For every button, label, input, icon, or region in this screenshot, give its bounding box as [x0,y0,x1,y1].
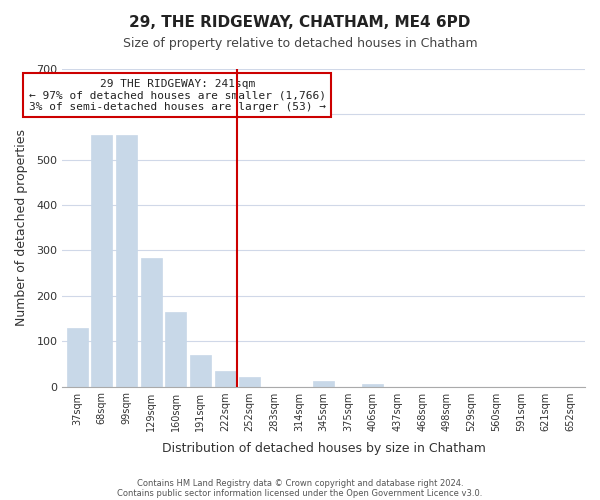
Text: Contains HM Land Registry data © Crown copyright and database right 2024.: Contains HM Land Registry data © Crown c… [137,478,463,488]
Bar [91,135,112,386]
Text: Contains public sector information licensed under the Open Government Licence v3: Contains public sector information licen… [118,488,482,498]
Bar [313,381,334,386]
Bar [239,378,260,386]
X-axis label: Distribution of detached houses by size in Chatham: Distribution of detached houses by size … [162,442,485,455]
Bar [67,328,88,386]
Text: Size of property relative to detached houses in Chatham: Size of property relative to detached ho… [122,38,478,51]
Bar [362,384,383,386]
Bar [116,135,137,386]
Bar [165,312,186,386]
Bar [140,258,161,386]
Text: 29, THE RIDGEWAY, CHATHAM, ME4 6PD: 29, THE RIDGEWAY, CHATHAM, ME4 6PD [130,15,470,30]
Bar [190,355,211,386]
Y-axis label: Number of detached properties: Number of detached properties [15,130,28,326]
Bar [215,370,236,386]
Text: 29 THE RIDGEWAY: 241sqm
← 97% of detached houses are smaller (1,766)
3% of semi-: 29 THE RIDGEWAY: 241sqm ← 97% of detache… [29,78,326,112]
